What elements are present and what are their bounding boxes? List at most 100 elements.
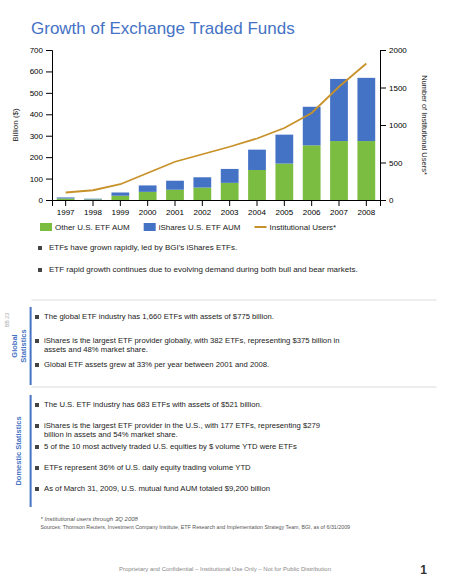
bullet-text: The U.S. ETF industry has 683 ETFs with … <box>44 400 262 409</box>
bar <box>248 150 266 170</box>
section-label: Domestic Statistics <box>14 416 23 485</box>
tick-mark <box>46 93 52 94</box>
bar <box>275 135 293 164</box>
bar <box>303 145 321 200</box>
tick-mark <box>380 125 386 126</box>
plot-area <box>57 64 375 201</box>
bar <box>357 141 375 200</box>
tick-label: 1997 <box>57 208 75 217</box>
tick: 1999 <box>111 200 129 217</box>
tick: 400 <box>30 110 52 119</box>
legend: Other U.S. ETF AUM iShares U.S. ETF AUM In… <box>40 223 336 232</box>
bar <box>111 196 129 200</box>
legend-swatch <box>254 226 266 228</box>
bar <box>330 141 348 200</box>
tick: 2000 <box>380 46 407 55</box>
tick: 1500 <box>380 84 407 93</box>
tick-mark <box>339 200 340 206</box>
axis-title: Number of Institutional Users* <box>420 75 429 175</box>
bar <box>57 197 75 198</box>
tick-mark <box>46 179 52 180</box>
bar <box>111 193 129 196</box>
tick-label: 2006 <box>303 208 321 217</box>
stats-section: GlobalStatisticsThe global ETF industry … <box>10 307 339 385</box>
bullet-text: Global ETF assets grew at 33% per year b… <box>44 360 269 369</box>
tick: 2002 <box>193 200 211 217</box>
bullet-text: iShares is the largest ETF provider in t… <box>44 421 320 439</box>
axis: 1997 1998 1999 2000 2001 2002 2003 2004 2005 2006… <box>53 200 381 217</box>
page-number: 1 <box>420 563 427 577</box>
tick-mark <box>311 200 312 206</box>
tick-label: 2000 <box>389 46 407 55</box>
tick-label: 0 <box>389 196 394 205</box>
tick-label: 2002 <box>193 208 211 217</box>
tick-label: 2001 <box>166 208 184 217</box>
bullet-marker <box>35 445 39 449</box>
section-bar <box>30 395 32 507</box>
tick-label: 2003 <box>221 208 239 217</box>
tick: 500 <box>30 89 52 98</box>
legend-label: Institutional Users* <box>269 223 336 232</box>
tick-label: 200 <box>30 153 44 162</box>
footer: Proprietary and Confidential – Instituti… <box>119 566 331 572</box>
bullet-text: ETFs represent 36% of U.S. daily equity … <box>44 463 251 472</box>
tick-label: 600 <box>30 67 44 76</box>
bar <box>139 185 157 191</box>
legend-item: Institutional Users* <box>254 223 336 232</box>
tick: 1997 <box>57 200 75 217</box>
tick-label: 700 <box>30 46 44 55</box>
tick: 1998 <box>84 200 102 217</box>
title: Growth of Exchange Traded Funds <box>31 19 295 38</box>
tick-label: 2007 <box>330 208 348 217</box>
page: Growth of Exchange Traded Funds199719981… <box>0 0 450 582</box>
tick-mark <box>46 200 52 201</box>
tick-label: 0 <box>39 196 44 205</box>
tick-label: 2005 <box>275 208 293 217</box>
legend-label: Other U.S. ETF AUM <box>55 223 130 232</box>
sources: Sources: Thomson Reuters, Investment Com… <box>41 524 351 530</box>
tick-mark <box>46 136 52 137</box>
bar-series <box>57 78 375 199</box>
bar <box>275 164 293 200</box>
bullet-text: iShares is the largest ETF provider glob… <box>44 336 340 354</box>
tick: 700 <box>30 46 52 55</box>
tick-label: 2000 <box>139 208 157 217</box>
bullet-marker <box>38 246 42 250</box>
tick-mark <box>46 157 52 158</box>
bullet-text: As of March 31, 2009, U.S. mutual fund A… <box>44 484 270 493</box>
bullet-marker <box>35 403 39 407</box>
tick-mark <box>380 50 386 51</box>
bar <box>84 198 102 200</box>
bar <box>221 183 239 200</box>
tick: 2001 <box>166 200 184 217</box>
tick-label: 500 <box>389 159 403 168</box>
tick-label: 2004 <box>248 208 266 217</box>
bullet-marker <box>35 363 39 367</box>
line <box>66 64 367 193</box>
tick-mark <box>380 163 386 164</box>
legend-item: iShares U.S. ETF AUM <box>144 223 241 232</box>
tick: 300 <box>30 132 52 141</box>
tick: 2004 <box>248 200 266 217</box>
tick-label: 1999 <box>111 208 129 217</box>
tick-mark <box>284 200 285 206</box>
tick-mark <box>380 200 386 201</box>
tick-mark <box>229 200 230 206</box>
tick: 2005 <box>275 200 293 217</box>
axis-line <box>53 201 381 207</box>
legend-label: iShares U.S. ETF AUM <box>159 223 241 232</box>
bullet-marker <box>38 268 42 272</box>
bullet-marker <box>35 339 39 343</box>
footnote: * Institutional users through 3Q 2008 <box>41 516 139 522</box>
axis: 0500100015002000 <box>380 46 407 205</box>
bar <box>357 78 375 141</box>
bullet-marker <box>35 424 39 428</box>
bar <box>193 188 211 200</box>
bar <box>248 170 266 200</box>
tick-label: 400 <box>30 110 44 119</box>
bullet-text: 5 of the 10 most actively traded U.S. eq… <box>44 442 297 451</box>
tick: 2006 <box>303 200 321 217</box>
tick-mark <box>202 200 203 206</box>
tick-label: 1500 <box>389 84 407 93</box>
tick: 2007 <box>330 200 348 217</box>
